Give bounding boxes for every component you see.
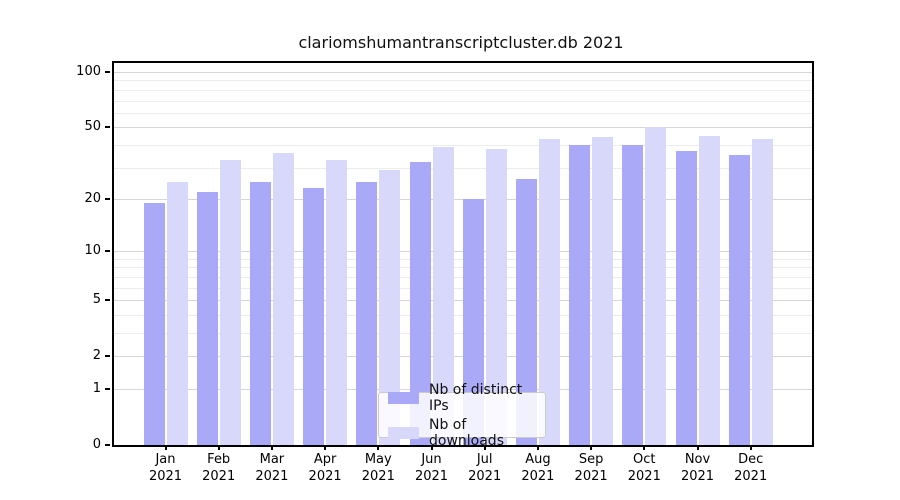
bar-downloads-jan: [166, 181, 188, 445]
legend-swatch-distinct-ips-icon: [388, 391, 419, 404]
y-tick-label-10: 10: [84, 243, 101, 259]
bar-distinct-ips-may: [356, 181, 378, 445]
y-tick-20: [105, 197, 110, 200]
bar-distinct-ips-sep: [569, 144, 591, 445]
x-tick-label-dec: Dec 2021: [734, 452, 768, 484]
x-tick-label-sep: Sep 2021: [574, 452, 608, 484]
legend-label-distinct-ips: Nb of distinct IPs: [429, 381, 523, 414]
legend-row-distinct-ips: Nb of distinct IPs: [388, 382, 536, 414]
bar-distinct-ips-dec: [728, 155, 750, 445]
bar-downloads-aug: [538, 139, 560, 445]
y-tick-label-50: 50: [84, 119, 101, 135]
x-tick-jul: [483, 445, 486, 450]
chart-title: clariomshumantranscriptcluster.db 2021: [298, 33, 624, 52]
x-tick-label-nov: Nov 2021: [680, 452, 715, 484]
y-tick-label-5: 5: [92, 292, 101, 308]
x-tick-mar: [270, 445, 273, 450]
bar-distinct-ips-jun: [409, 162, 431, 445]
bar-distinct-ips-nov: [675, 151, 697, 445]
x-tick-label-mar: Mar 2021: [255, 452, 289, 484]
bar-downloads-mar: [272, 153, 294, 445]
bar-downloads-apr: [326, 160, 348, 445]
x-tick-jun: [430, 445, 433, 450]
bar-downloads-nov: [698, 135, 720, 445]
bar-downloads-sep: [592, 137, 614, 445]
bar-distinct-ips-jan: [143, 202, 165, 445]
x-tick-label-jan: Jan 2021: [148, 452, 183, 484]
x-tick-label-jun: Jun 2021: [414, 452, 449, 484]
x-tick-label-jul: Jul 2021: [468, 452, 502, 484]
bar-distinct-ips-apr: [303, 188, 325, 445]
gridline-y-40: [114, 144, 812, 146]
gridline-y-60: [114, 112, 812, 114]
legend: Nb of distinct IPs Nb of downloads: [378, 382, 546, 449]
y-tick-0: [105, 444, 110, 446]
plot-area: Nb of distinct IPs Nb of downloads: [112, 61, 814, 449]
x-tick-nov: [696, 445, 699, 450]
x-tick-label-aug: Aug 2021: [521, 452, 555, 484]
bar-distinct-ips-aug: [515, 178, 537, 445]
x-tick-jan: [164, 445, 167, 450]
bar-downloads-oct: [645, 127, 667, 445]
gridline-y-80: [114, 89, 812, 91]
x-tick-label-apr: Apr 2021: [308, 452, 342, 484]
bar-distinct-ips-feb: [196, 191, 218, 445]
bar-downloads-may: [379, 170, 401, 445]
gridline-y-50: [114, 127, 812, 129]
x-tick-dec: [749, 445, 752, 450]
x-tick-label-oct: Oct 2021: [627, 452, 661, 484]
bar-downloads-dec: [751, 139, 773, 445]
y-tick-label-1: 1: [92, 380, 101, 396]
y-tick-5: [105, 299, 110, 302]
x-tick-feb: [217, 445, 220, 450]
x-tick-aug: [536, 445, 539, 450]
bar-downloads-feb: [219, 160, 241, 445]
gridline-y-70: [114, 100, 812, 102]
y-tick-50: [105, 126, 110, 129]
bar-distinct-ips-oct: [622, 144, 644, 445]
x-tick-label-feb: Feb 2021: [202, 452, 236, 484]
y-tick-label-100: 100: [76, 64, 101, 80]
y-tick-100: [105, 71, 110, 74]
gridline-y-30: [114, 167, 812, 169]
y-tick-1: [105, 387, 110, 390]
bar-downloads-jul: [485, 148, 507, 445]
y-tick-10: [105, 250, 110, 253]
x-tick-apr: [324, 445, 327, 450]
x-tick-may: [377, 445, 380, 450]
x-tick-label-may: May 2021: [361, 452, 395, 484]
legend-swatch-downloads-icon: [388, 426, 419, 439]
x-tick-oct: [643, 445, 646, 450]
x-tick-sep: [590, 445, 593, 450]
legend-label-downloads: Nb of downloads: [429, 416, 504, 449]
bar-distinct-ips-jul: [462, 199, 484, 445]
y-tick-label-0: 0: [92, 437, 101, 452]
y-tick-label-2: 2: [92, 348, 101, 364]
legend-row-downloads: Nb of downloads: [388, 417, 536, 449]
bar-distinct-ips-mar: [249, 181, 271, 445]
gridline-y-100: [114, 72, 812, 74]
y-tick-2: [105, 355, 110, 358]
bar-downloads-jun: [432, 146, 454, 445]
gridline-y-90: [114, 80, 812, 82]
y-tick-label-20: 20: [84, 190, 101, 206]
